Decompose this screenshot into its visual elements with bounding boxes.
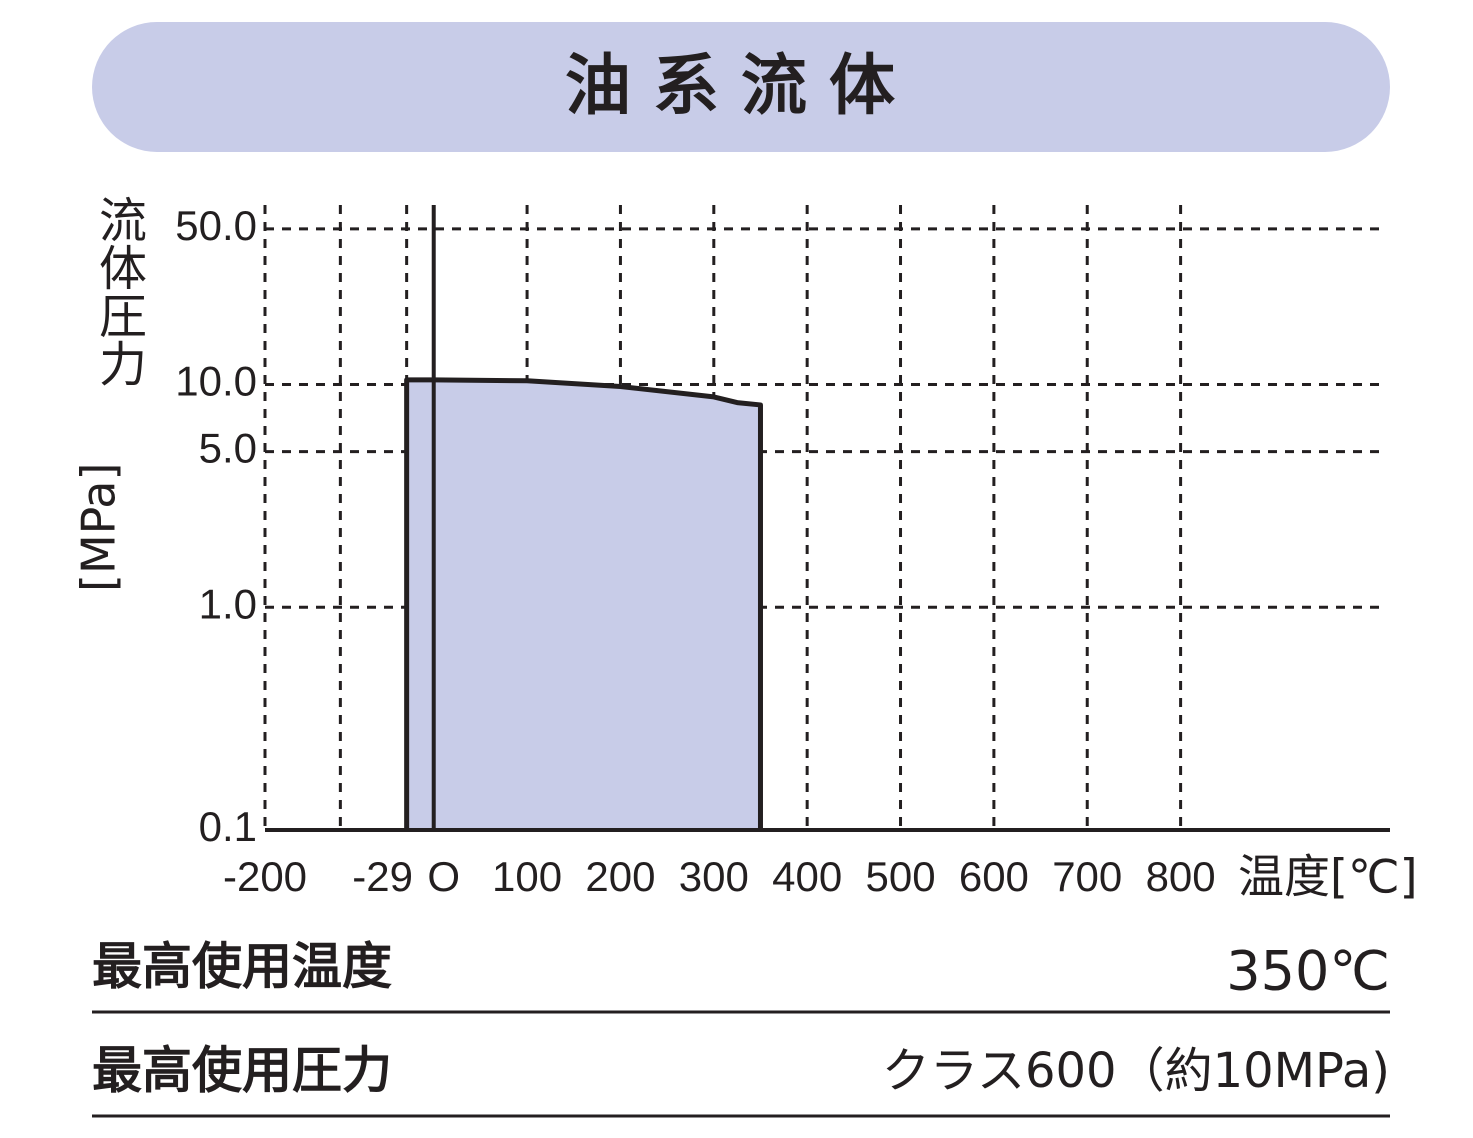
- x-tick-label: O: [427, 853, 460, 900]
- x-tick-label: 300: [679, 853, 749, 900]
- x-axis-label: 温度[℃]: [1238, 850, 1418, 904]
- x-tick-label: -200: [223, 853, 307, 900]
- x-tick-label: 600: [959, 853, 1029, 900]
- area: [404, 377, 763, 830]
- chart-title: 油系流体: [565, 47, 917, 124]
- x-tick-label: 100: [492, 853, 562, 900]
- y-tick-label: 1.0: [199, 580, 257, 627]
- x-tick-label: 400: [772, 853, 842, 900]
- y-tick-label: 10.0: [175, 358, 257, 405]
- y-tick-label: 5.0: [199, 425, 257, 472]
- y-axis-unit: [MPa]: [72, 463, 126, 592]
- x-tick-label: 800: [1146, 853, 1216, 900]
- x-tick-label: 500: [865, 853, 935, 900]
- spec-label: 最高使用圧力: [92, 1042, 392, 1100]
- spec-value: 350℃: [1226, 940, 1390, 1003]
- y-tick-label: 0.1: [199, 803, 257, 850]
- y-tick-label: 50.0: [175, 202, 257, 249]
- y-axis-label: 流体圧力: [90, 195, 146, 387]
- title-pill: [92, 22, 1390, 152]
- x-tick-label: -29: [352, 853, 413, 900]
- spec-label: 最高使用温度: [92, 938, 392, 996]
- x-tick-label: 200: [585, 853, 655, 900]
- spec-value: クラス600（約10MPa): [882, 1043, 1390, 1099]
- x-tick-label: 700: [1052, 853, 1122, 900]
